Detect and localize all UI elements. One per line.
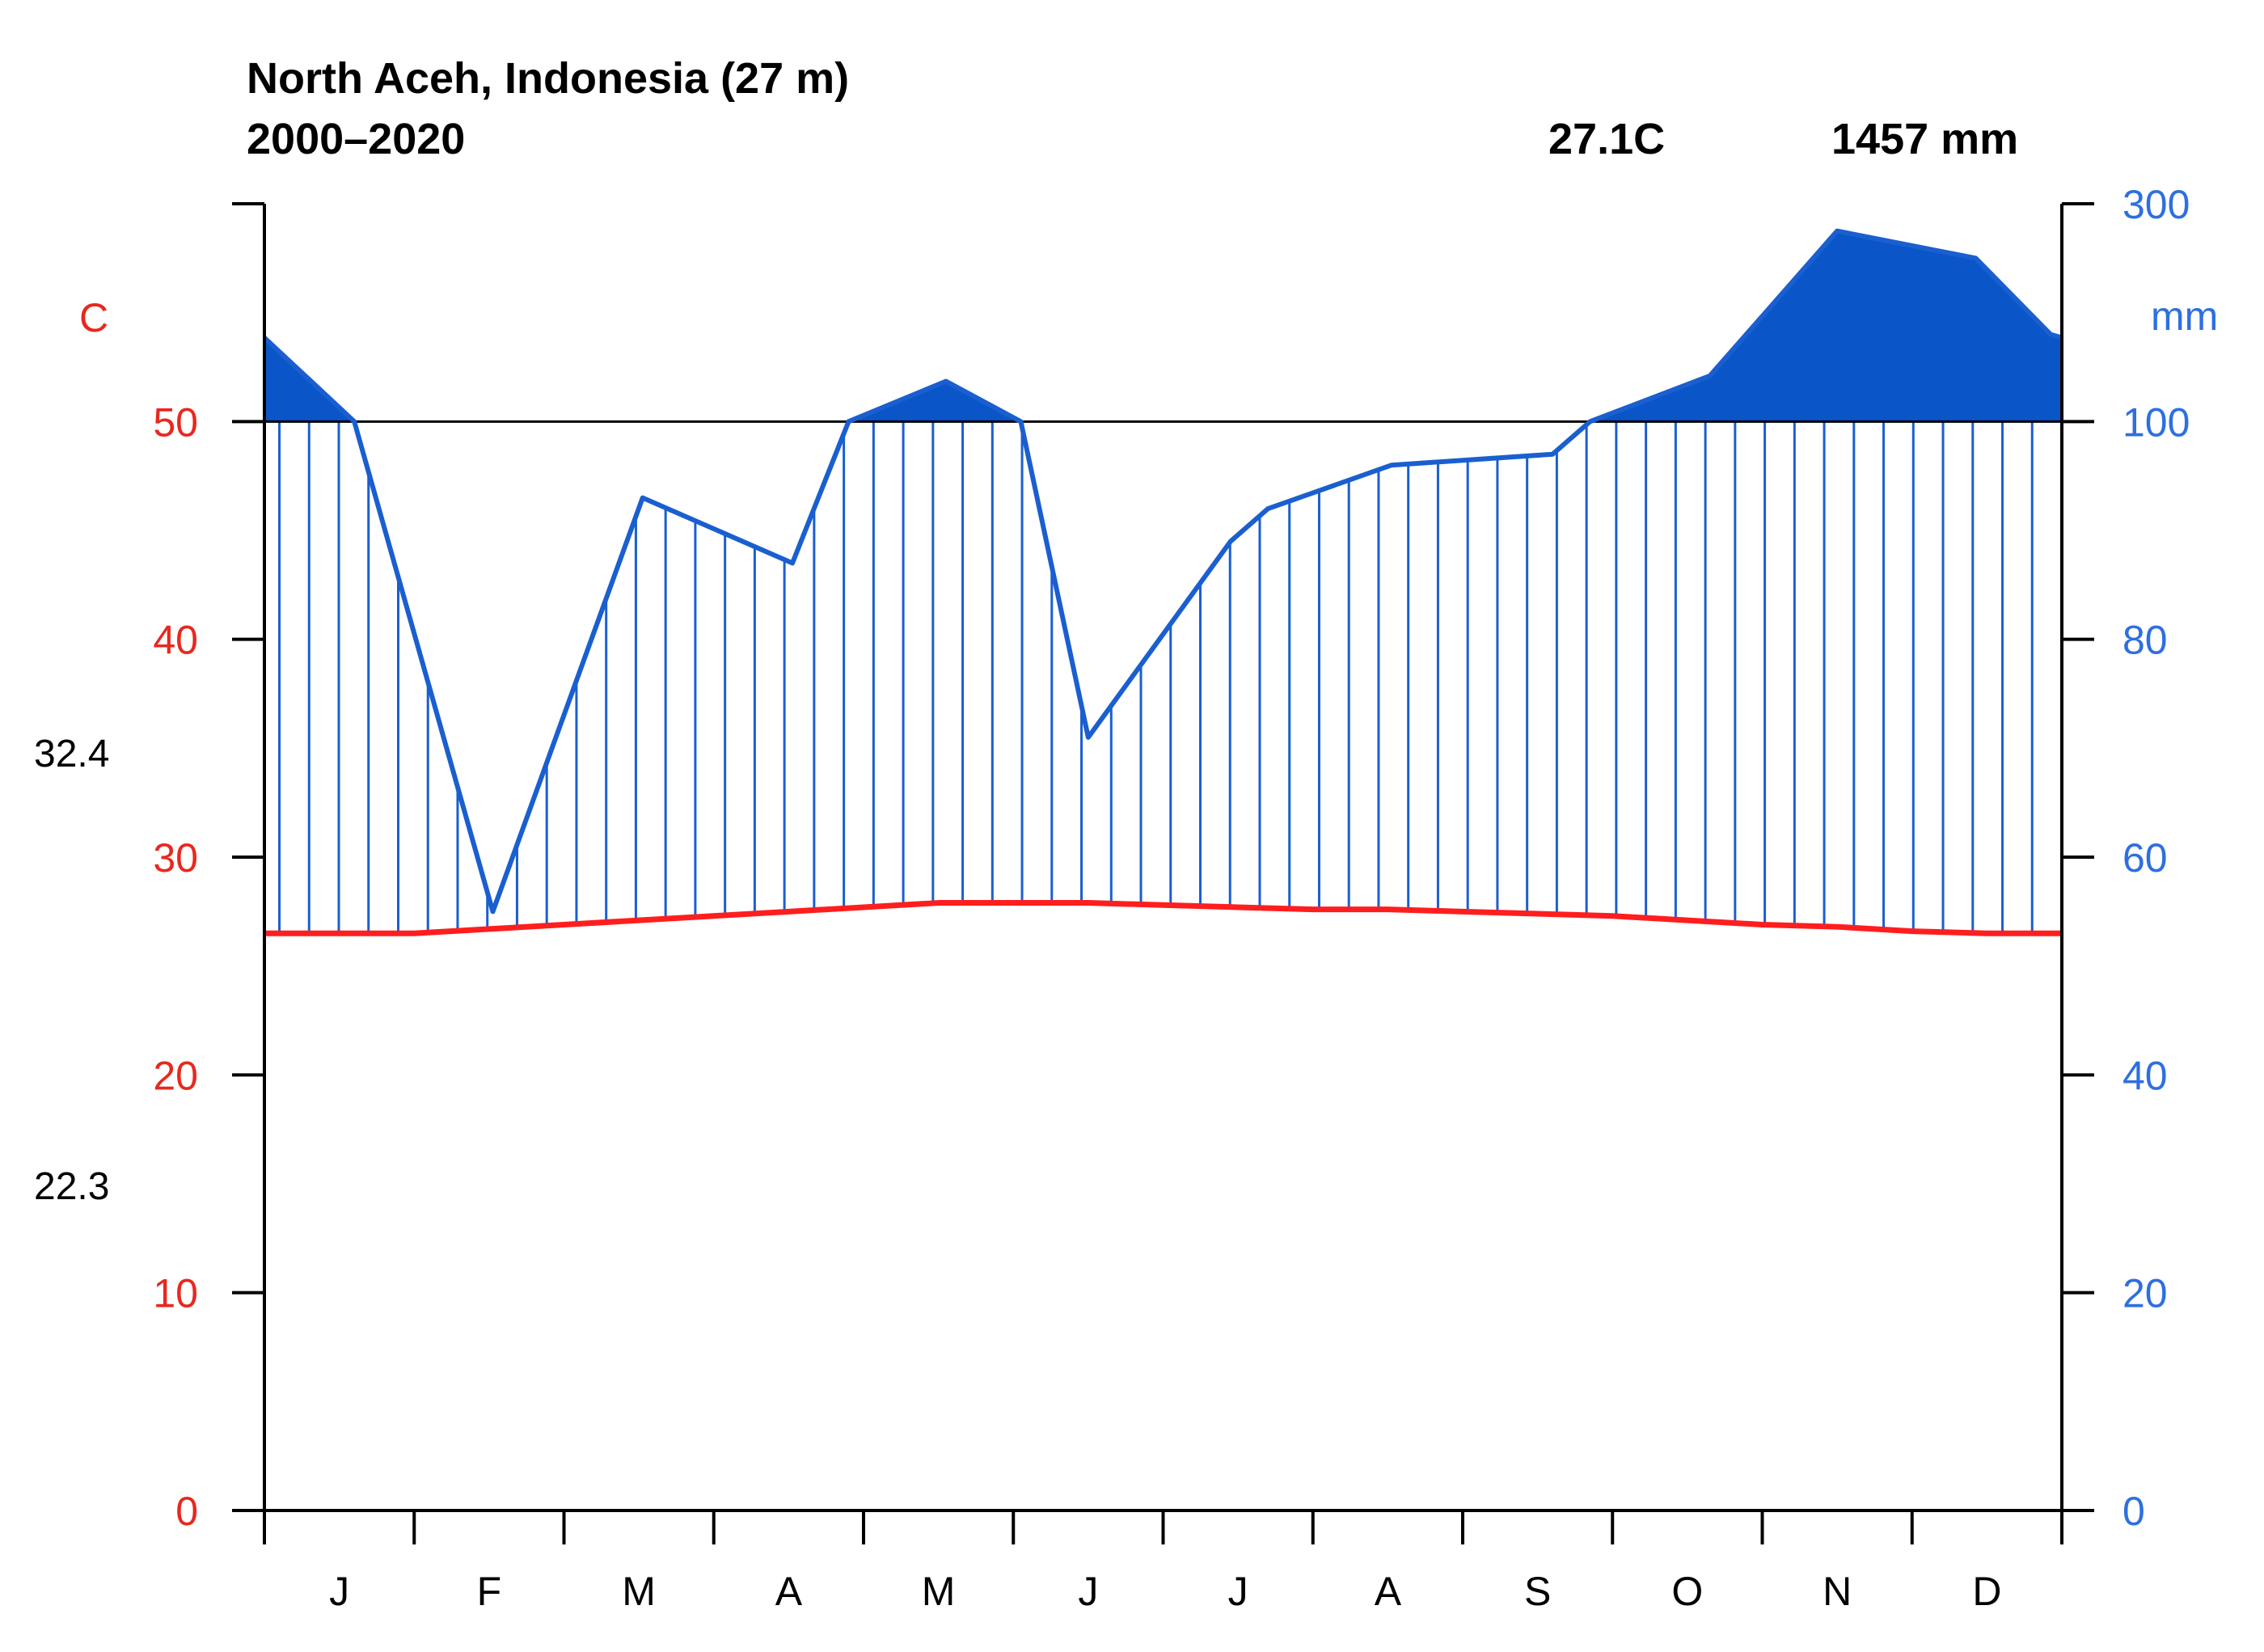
month-label: N [1823,1569,1852,1614]
left-axis-tick-label: 10 [153,1271,198,1316]
right-axis-tick-label: 20 [2122,1271,2168,1316]
right-axis-tick-label: 300 [2122,182,2190,227]
month-label: D [1972,1569,2001,1614]
chart-title: North Aceh, Indonesia (27 m) [247,54,849,103]
right-axis-tick-label: 60 [2122,835,2168,881]
month-label: A [1375,1569,1402,1614]
left-axis-tick-label: 50 [153,399,198,445]
month-label: M [922,1569,956,1614]
right-axis-unit-label: mm [2151,294,2218,339]
left-axis-tick-label: 0 [175,1489,198,1534]
chart-subtitle: 2000–2020 [247,115,465,163]
right-axis-tick-label: 100 [2122,399,2190,445]
precip-series-line [262,228,2063,915]
month-label: S [1524,1569,1551,1614]
right-axis-tick-label: 0 [2122,1489,2145,1534]
mean-temperature-label: 27.1C [1548,115,1665,163]
temp-max-label: 32.4 [34,733,109,775]
month-label: J [1078,1569,1098,1614]
annual-precipitation-label: 1457 mm [1831,115,2018,163]
perhumid-fill-area [264,230,2062,422]
left-axis-tick-label: 30 [153,835,198,881]
right-axis-tick-label: 80 [2122,618,2168,663]
temp-series-line [264,900,2062,936]
right-axis-tick-label: 40 [2122,1053,2168,1098]
month-label: A [775,1569,803,1614]
tick-labels-layer: 0 10 20 30 40 50 0 20 40 60 80 100 300 J F M A M J J A S O N D [153,182,2190,1614]
left-axis-tick-label: 20 [153,1053,198,1098]
temp-min-label: 22.3 [34,1165,109,1208]
month-label: O [1671,1569,1703,1614]
left-axis-unit-label: C [79,295,108,340]
month-label: F [477,1569,502,1614]
axes-layer [232,202,2094,1544]
month-label: M [622,1569,656,1614]
month-label: J [329,1569,349,1614]
left-axis-tick-label: 40 [153,618,198,663]
humid-period-hatching [278,421,2063,934]
month-label: J [1228,1569,1248,1614]
